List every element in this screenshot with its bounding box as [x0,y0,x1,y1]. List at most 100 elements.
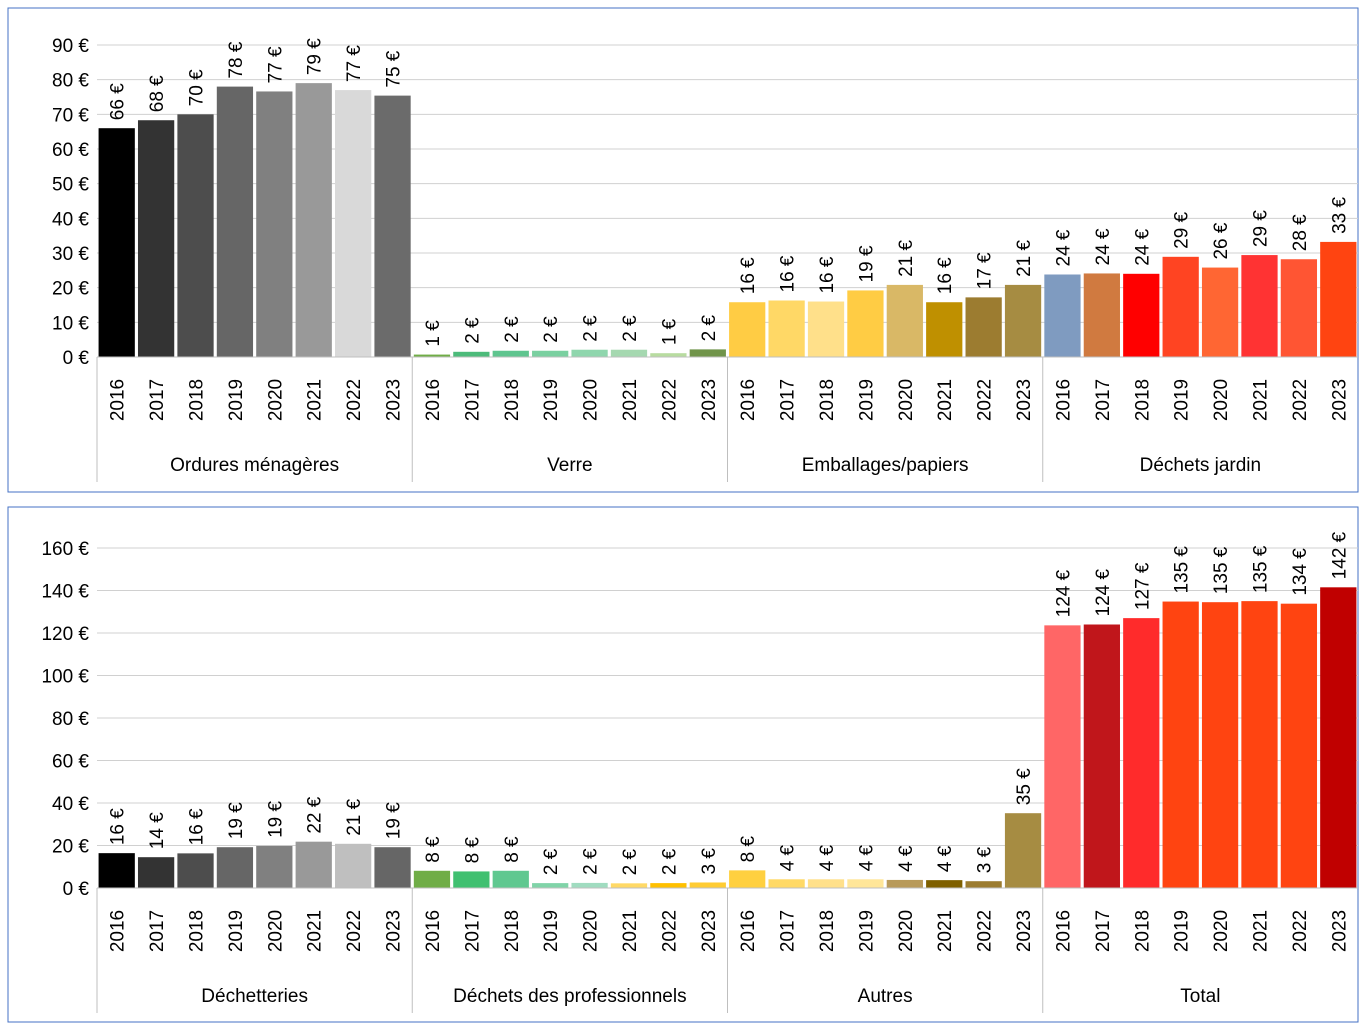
bar [1201,267,1239,357]
y-tick-label: 120 € [41,624,89,645]
x-tick-label: 2023 [1014,910,1035,952]
data-label: 29 € [1172,211,1193,248]
chart-frame [7,506,1359,1023]
bar [689,882,726,888]
data-label: 66 € [108,83,129,120]
bar [374,847,411,888]
x-tick-label: 2016 [738,379,759,421]
x-tick-label: 2018 [1132,379,1153,421]
bar [256,845,293,888]
bar [610,349,648,357]
bar [216,86,254,357]
bar [413,870,451,888]
x-tick-label: 2023 [1329,379,1350,421]
x-tick-label: 2018 [187,910,208,952]
data-label: 8 € [462,837,483,864]
data-label: 4 € [896,845,917,872]
data-label: 3 € [699,848,720,875]
bar [965,297,1002,357]
data-label: 19 € [265,801,286,838]
data-label: 19 € [856,245,877,282]
y-tick-label: 50 € [52,175,89,196]
data-label: 8 € [738,836,759,863]
data-label: 35 € [1014,768,1035,805]
data-label: 16 € [935,257,956,294]
data-label: 16 € [187,808,208,845]
x-tick-label: 2019 [1172,910,1193,952]
data-label: 2 € [541,848,562,875]
data-label: 8 € [423,836,444,863]
x-tick-label: 2017 [778,910,799,952]
x-tick-label: 2022 [344,910,365,952]
data-label: 19 € [384,802,405,839]
y-tick-label: 20 € [52,837,89,858]
data-label: 28 € [1290,214,1311,251]
x-tick-label: 2020 [896,910,917,952]
bar [1004,813,1042,888]
x-tick-label: 2018 [1132,910,1153,952]
x-tick-label: 2021 [1250,910,1271,952]
x-tick-label: 2021 [1250,379,1271,421]
bar [886,284,923,357]
data-label: 19 € [226,802,247,839]
bar [98,128,135,357]
y-tick-label: 60 € [52,752,89,773]
bar [1044,274,1081,357]
x-tick-label: 2020 [1211,379,1232,421]
x-tick-label: 2018 [502,379,523,421]
bar [807,879,845,888]
bar [1004,284,1042,357]
x-tick-label: 2022 [975,910,996,952]
x-tick-label: 2020 [581,910,602,952]
x-tick-label: 2017 [462,910,483,952]
bar [926,880,963,888]
x-tick-label: 2022 [1290,910,1311,952]
bar [177,114,214,357]
bar [137,120,175,357]
data-label: 68 € [147,75,168,112]
x-tick-label: 2020 [581,379,602,421]
bar [1162,256,1199,357]
bar [965,881,1002,888]
x-tick-label: 2022 [1290,379,1311,421]
y-tick-label: 40 € [52,794,89,815]
y-tick-label: 0 € [63,879,90,900]
x-tick-label: 2016 [1053,379,1074,421]
data-label: 16 € [778,255,799,292]
x-tick-label: 2022 [659,910,680,952]
x-tick-label: 2023 [699,910,720,952]
data-label: 142 € [1329,531,1350,579]
x-tick-label: 2019 [541,910,562,952]
y-tick-label: 140 € [41,582,89,603]
bar [571,882,608,888]
x-tick-label: 2023 [384,379,405,421]
bar [847,290,884,357]
y-tick-label: 80 € [52,709,89,730]
data-label: 8 € [502,836,523,863]
bar [926,302,963,357]
data-label: 2 € [462,317,483,344]
bar [177,853,214,888]
y-tick-label: 20 € [52,279,89,300]
bar [571,349,608,357]
data-label: 4 € [935,845,956,872]
x-tick-label: 2018 [502,910,523,952]
x-tick-label: 2021 [935,910,956,952]
bar [729,302,766,357]
data-label: 4 € [856,844,877,871]
x-tick-label: 2017 [147,910,168,952]
bar [1123,618,1160,888]
bar [1241,255,1278,357]
data-label: 14 € [147,812,168,849]
data-label: 22 € [305,796,326,833]
bar [1083,624,1120,888]
x-tick-label: 2016 [108,379,129,421]
data-label: 3 € [975,846,996,873]
data-label: 21 € [896,239,917,276]
bar [374,95,411,357]
y-tick-label: 90 € [52,36,89,57]
y-tick-label: 60 € [52,140,89,161]
x-tick-label: 2021 [935,379,956,421]
data-label: 16 € [738,257,759,294]
